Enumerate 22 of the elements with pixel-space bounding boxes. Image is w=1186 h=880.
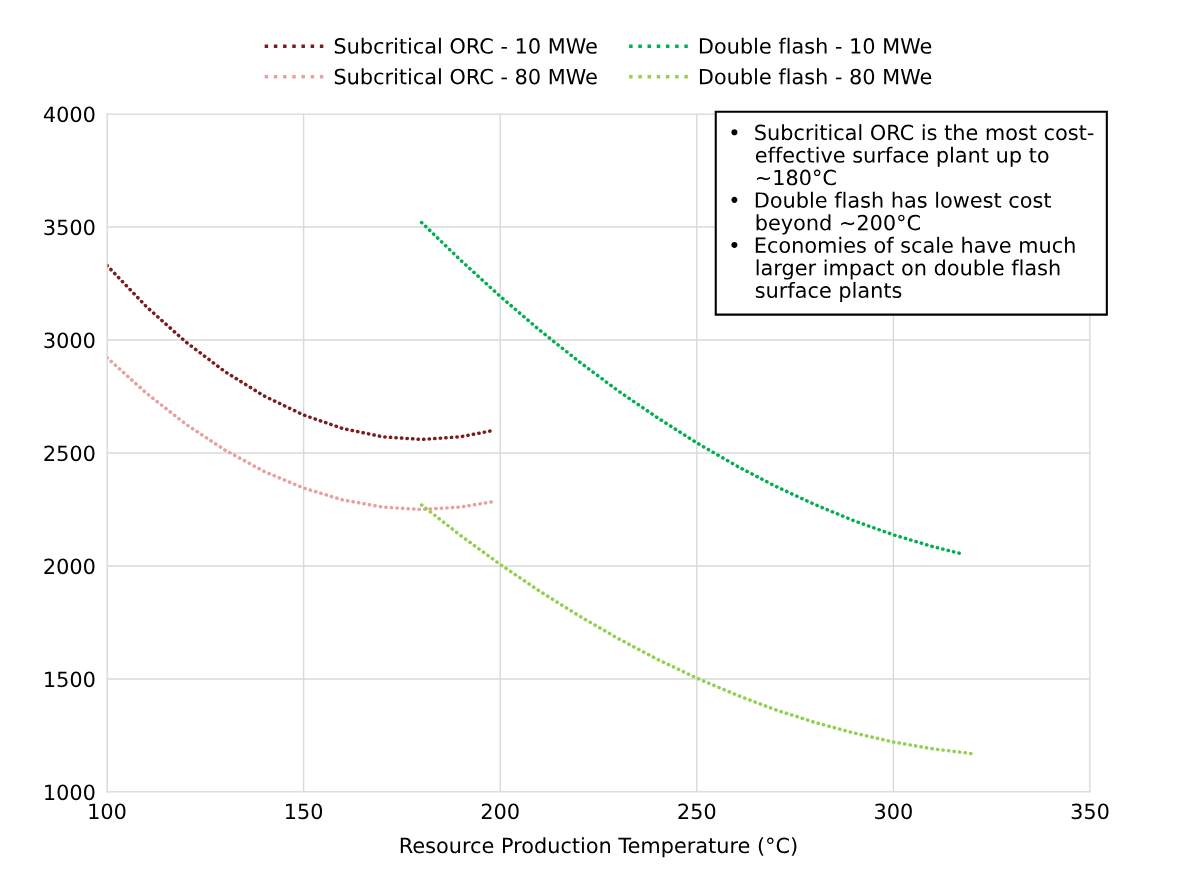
legend-label: Double flash - 80 MWe [699, 68, 932, 85]
x-tick-label: 350 [1071, 803, 1109, 820]
x-axis-title: Resource Production Temperature (°C) [400, 837, 797, 858]
y-tick-label: 2500 [44, 445, 95, 462]
y-tick-label: 1500 [45, 671, 95, 688]
y-tick-label: 3500 [44, 219, 95, 236]
y-tick-label: 3000 [44, 332, 95, 349]
x-tick-label: 150 [286, 803, 323, 820]
annotation: • Subcritical ORC is the most cost- effective surface plant up to ~180°C • Double flash has lowest cost beyond ~200°C • Economies of scale have much larger impact on double flash surface plants [731, 124, 1094, 303]
y-tick-label: 1000 [45, 784, 95, 801]
legend-label: Double flash - 10 MWe [699, 37, 932, 54]
x-tick-label: 300 [875, 803, 912, 820]
y-tick-label: 4000 [43, 106, 95, 123]
legend-label: Subcritical ORC - 80 MWe [334, 68, 597, 85]
x-tick-label: 200 [481, 803, 519, 820]
y-tick-label: 2000 [44, 558, 95, 575]
x-tick-label: 100 [89, 803, 126, 820]
line-series [419, 503, 974, 756]
x-tick-label: 250 [678, 803, 716, 820]
line-series [107, 263, 495, 442]
line-series [107, 355, 495, 512]
legend-label: Subcritical ORC - 10 MWe [334, 37, 597, 54]
